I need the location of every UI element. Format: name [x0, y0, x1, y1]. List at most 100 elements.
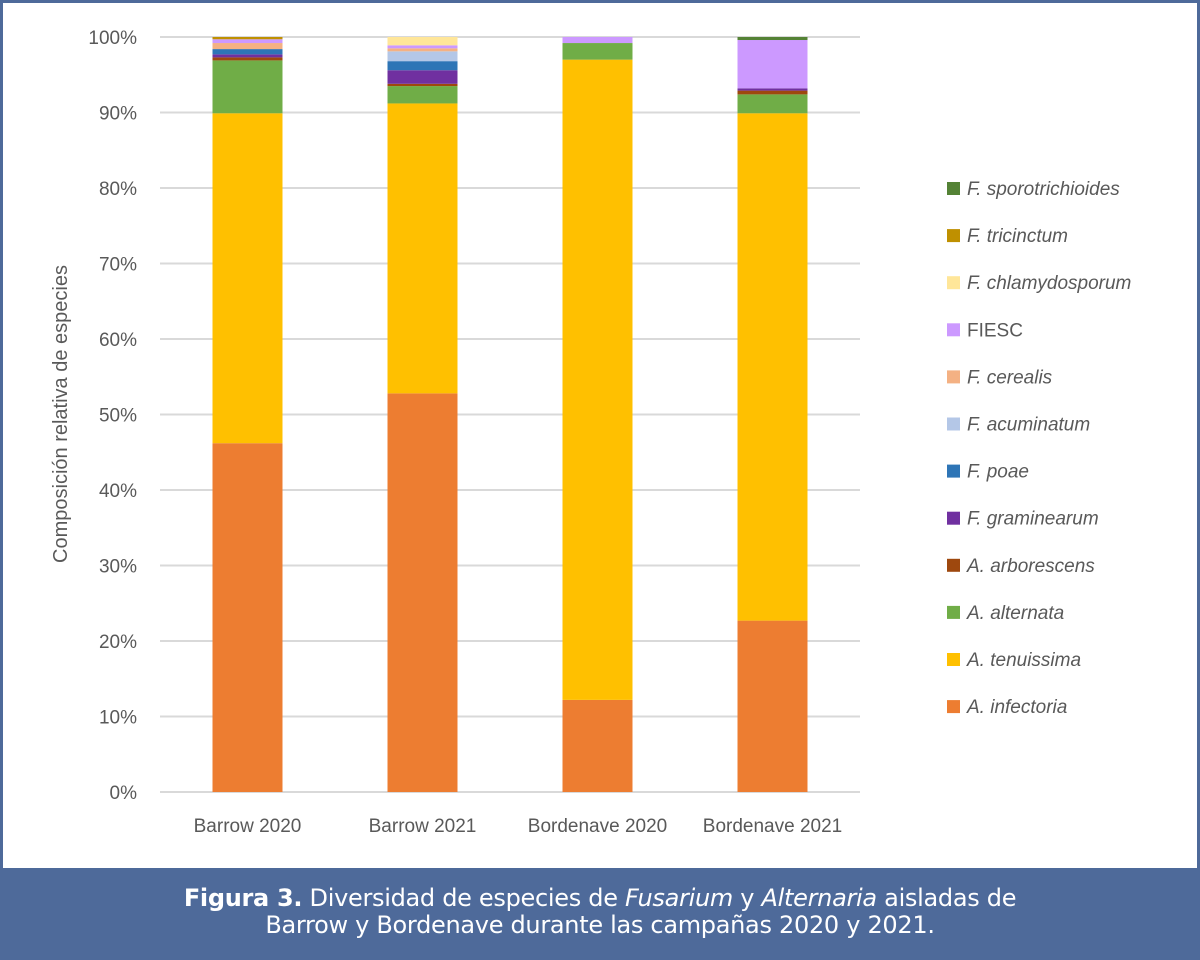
bar-segment: [212, 54, 283, 58]
legend-swatch: [947, 464, 960, 478]
bar-segment: [562, 37, 633, 44]
bar-segment: [212, 57, 283, 61]
legend-swatch: [947, 229, 960, 243]
legend-swatch: [947, 323, 960, 337]
y-tick-label: 0%: [110, 783, 138, 804]
bar-stack: [212, 37, 283, 792]
legend-label: F. tricinctum: [967, 226, 1068, 247]
y-tick-label: 100%: [88, 28, 137, 49]
legend-label: A. tenuissima: [966, 650, 1081, 671]
x-category-label: Barrow 2020: [194, 816, 302, 837]
legend: F. sporotrichioides F. tricinctum F. chlam…: [947, 179, 1131, 718]
bar-segment: [387, 45, 458, 49]
legend-item: FIESC: [947, 320, 1023, 341]
legend-item: F. poae: [947, 462, 1029, 483]
bar-segment: [737, 94, 808, 114]
legend-item: A. arborescens: [947, 556, 1095, 577]
bar-segment: [387, 61, 458, 71]
x-category-label: Bordenave 2021: [703, 816, 842, 837]
legend-item: F. acuminatum: [947, 415, 1090, 436]
caption-text: Diversidad de especies de: [302, 884, 625, 912]
bar-segment: [737, 113, 808, 621]
legend-item: F. chlamydosporum: [947, 273, 1131, 294]
legend-label: F. acuminatum: [967, 415, 1090, 436]
legend-item: F. tricinctum: [947, 226, 1068, 247]
legend-item: A. tenuissima: [947, 650, 1081, 671]
caption-text: aisladas de: [876, 884, 1017, 912]
caption-genus-alternaria: Alternaria: [761, 884, 878, 912]
bar-segment: [212, 60, 283, 114]
y-tick-label: 60%: [99, 330, 137, 351]
bars: [212, 37, 808, 792]
chart-frame: 0% 10% 20% 30% 40% 50% 60% 70% 80% 90% 100% Barrow…: [3, 3, 1197, 868]
bar-stack: [387, 37, 458, 792]
legend-item: A. infectoria: [947, 697, 1067, 718]
x-category-labels: Barrow 2020 Barrow 2021 Bordenave 2020 Bord…: [194, 816, 843, 837]
legend-swatch: [947, 182, 960, 195]
legend-swatch: [947, 558, 960, 572]
bar-segment: [737, 37, 808, 41]
bar-segment: [737, 90, 808, 95]
caption-genus-fusarium: Fusarium: [624, 884, 733, 912]
bar-segment: [387, 103, 458, 394]
caption-line-1: Figura 3. Diversidad de especies de Fusa…: [0, 885, 1200, 912]
bar-segment: [212, 49, 283, 55]
y-tick-label: 70%: [99, 255, 137, 276]
legend-label: A. infectoria: [966, 697, 1067, 718]
bar-segment: [212, 39, 283, 44]
caption-line-2: Barrow y Bordenave durante las campañas …: [265, 911, 935, 939]
bar-segment: [562, 59, 633, 700]
legend-item: A. alternata: [947, 603, 1064, 624]
legend-label: F. cerealis: [967, 367, 1053, 388]
legend-item: F. graminearum: [947, 509, 1099, 530]
bar-segment: [387, 70, 458, 84]
caption-text: y: [732, 884, 762, 912]
legend-swatch: [947, 511, 960, 525]
y-tick-label: 30%: [99, 557, 137, 578]
bar-segment: [387, 51, 458, 62]
bar-segment: [737, 88, 808, 91]
legend-item: F. cerealis: [947, 367, 1053, 388]
figure-caption: Figura 3. Diversidad de especies de Fusa…: [0, 872, 1200, 960]
legend-label: A. arborescens: [966, 556, 1095, 577]
caption-label: Figura 3.: [183, 884, 303, 912]
legend-label: F. sporotrichioides: [967, 179, 1120, 200]
bar-segment: [562, 699, 633, 792]
y-tick-label: 10%: [99, 708, 137, 729]
legend-swatch: [947, 605, 960, 619]
legend-label: F. poae: [967, 462, 1029, 483]
bar-segment: [387, 86, 458, 104]
stacked-bar-chart: 0% 10% 20% 30% 40% 50% 60% 70% 80% 90% 100% Barrow…: [50, 28, 1131, 837]
bar-segment: [387, 83, 458, 87]
bar-segment: [387, 37, 458, 46]
bar-segment: [212, 43, 283, 50]
bar-segment: [212, 37, 283, 40]
y-tick-labels: 0% 10% 20% 30% 40% 50% 60% 70% 80% 90% 100%: [88, 28, 137, 804]
y-axis-label: Composición relativa de especies: [50, 265, 72, 563]
x-category-label: Bordenave 2020: [528, 816, 667, 837]
bar-segment: [387, 48, 458, 52]
bar-segment: [387, 393, 458, 792]
legend-swatch: [947, 276, 960, 290]
x-category-label: Barrow 2021: [369, 816, 477, 837]
legend-label: F. graminearum: [967, 509, 1099, 530]
legend-swatch: [947, 417, 960, 431]
bar-segment: [562, 43, 633, 60]
legend-swatch: [947, 700, 960, 714]
y-tick-label: 40%: [99, 481, 137, 502]
y-tick-label: 80%: [99, 179, 137, 200]
bar-segment: [737, 620, 808, 792]
legend-swatch: [947, 370, 960, 384]
legend-swatch: [947, 653, 960, 666]
bar-stack: [737, 37, 808, 792]
y-tick-label: 90%: [99, 104, 137, 125]
legend-label: A. alternata: [966, 603, 1064, 624]
bar-segment: [212, 443, 283, 792]
legend-label: F. chlamydosporum: [967, 273, 1131, 294]
y-tick-label: 20%: [99, 632, 137, 653]
legend-label: FIESC: [967, 320, 1023, 341]
bar-stack: [562, 37, 633, 792]
bar-segment: [737, 40, 808, 89]
legend-item: F. sporotrichioides: [947, 179, 1120, 200]
y-tick-label: 50%: [99, 406, 137, 427]
